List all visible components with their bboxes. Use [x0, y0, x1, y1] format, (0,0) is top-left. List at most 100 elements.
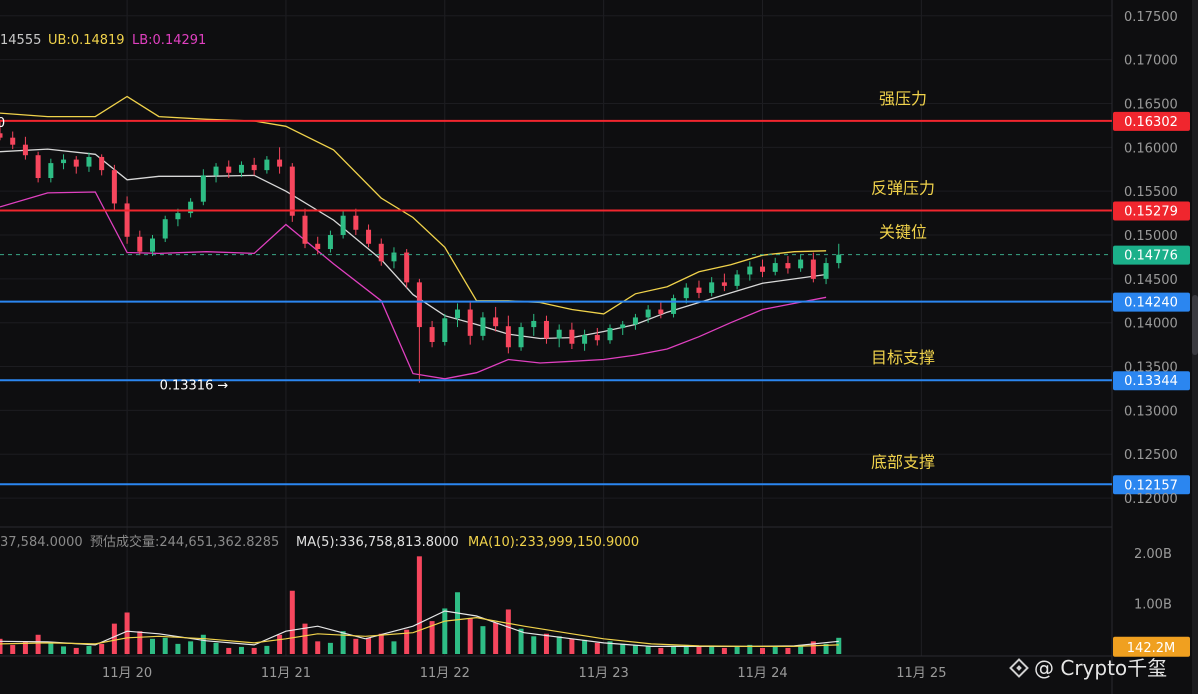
volume-bar-up	[734, 646, 740, 654]
candle-up	[798, 259, 804, 269]
price-tick-label: 0.13000	[1124, 404, 1178, 419]
time-tick-label: 11月 22	[420, 666, 470, 681]
scrollbar[interactable]	[1192, 0, 1198, 694]
candle-down	[760, 266, 766, 272]
volume-ma10-line	[0, 616, 839, 648]
estimated-volume-text: 预估成交量:244,651,362.8285	[90, 534, 279, 550]
volume-bar-up	[645, 646, 651, 654]
candle-down	[721, 282, 727, 286]
boll-lower-band	[0, 191, 827, 380]
resistance-badge	[1113, 201, 1190, 221]
price-tick-label: 0.16500	[1124, 97, 1178, 112]
candle-up	[683, 287, 689, 299]
volume-bar-up	[391, 641, 397, 654]
resistance-badge	[1113, 111, 1190, 131]
level-name-label: 反弹压力	[871, 179, 935, 198]
volume-bar-up	[683, 644, 689, 654]
candle-down	[137, 236, 143, 252]
ma5-text: MA(5):336,758,813.8000	[296, 535, 459, 550]
volume-bar-down	[124, 612, 130, 654]
volume-bar-up	[480, 626, 486, 654]
candle-down	[543, 320, 549, 339]
level-name-label: 强压力	[879, 89, 927, 108]
boll-ub-text: UB:0.14819	[48, 33, 125, 48]
volume-tick-label: 2.00B	[1134, 547, 1172, 562]
support-badge	[1113, 371, 1190, 391]
candle-down	[594, 334, 600, 341]
ma10-text: MA(10):233,999,150.9000	[468, 535, 639, 550]
low-price-marker: 0.13316	[160, 379, 214, 394]
volume-bar-down	[467, 618, 473, 654]
volume-bar-up	[836, 637, 842, 654]
candle-up	[442, 318, 448, 342]
volume-bar-down	[366, 637, 372, 654]
boll-mid-text: 14555	[0, 33, 41, 48]
volume-bar-down	[99, 643, 105, 654]
price-axis: 0.12000 0.12500 0.13000 0.13500 0.14000 0.145…	[102, 10, 1190, 681]
boll-upper-band	[0, 95, 827, 315]
boll-header: 14555 UB:0.14819 LB:0.14291	[0, 33, 206, 48]
candle-down	[404, 252, 410, 283]
volume-bar-down	[760, 647, 766, 654]
volume-bar-down	[810, 641, 816, 654]
volume-bar-down	[658, 647, 664, 654]
candle-down	[124, 203, 130, 237]
watermark-text: @ Crypto千玺	[1034, 656, 1167, 680]
support-badge-label: 0.14240	[1124, 296, 1178, 311]
volume-bar-up	[61, 646, 67, 654]
candle-down	[429, 327, 435, 342]
candle-up	[632, 317, 638, 325]
candle-up	[455, 309, 461, 319]
candle-up	[238, 164, 244, 173]
volume-bar-up	[86, 645, 92, 654]
volume-bar-down	[505, 609, 511, 654]
volume-bar-down	[416, 556, 422, 654]
candle-down	[111, 170, 117, 204]
time-tick-label: 11月 20	[102, 666, 152, 681]
volume-bar-up	[150, 638, 156, 654]
key-badge-label: 0.14776	[1124, 249, 1178, 264]
volume-bar-up	[582, 639, 588, 654]
volume-bar-up	[632, 644, 638, 654]
candle-down	[569, 329, 575, 344]
scroll-thumb[interactable]	[1192, 295, 1198, 355]
volume-bar-down	[378, 633, 384, 654]
support-badge	[1113, 475, 1190, 495]
volume-bar-up	[175, 643, 181, 654]
candle-up	[645, 309, 651, 318]
candle-up	[556, 329, 562, 339]
price-tick-label: 0.17500	[1124, 10, 1178, 25]
volume-bar-down	[137, 631, 143, 654]
volume-bar-down	[251, 647, 257, 654]
candle-up	[162, 219, 168, 239]
candle-down	[10, 137, 16, 145]
volume-bar-down	[353, 638, 359, 654]
candle-down	[22, 144, 28, 156]
time-tick-label: 11月 21	[261, 666, 311, 681]
candle-up	[327, 235, 333, 250]
candle-down	[289, 166, 295, 216]
candle-up	[264, 159, 270, 171]
candle-down	[0, 133, 3, 138]
volume-bar-up	[798, 644, 804, 654]
candle-down	[467, 309, 473, 336]
candle-up	[518, 327, 524, 348]
candle-up	[734, 274, 740, 286]
candle-down	[99, 156, 105, 171]
candle-up	[340, 215, 346, 236]
volume-bar-down	[10, 644, 16, 654]
volume-bar-up	[556, 636, 562, 654]
resistance-badge-label: 0.15279	[1124, 205, 1178, 220]
candle-up	[823, 263, 829, 279]
volume-bar-up	[340, 631, 346, 654]
volume-bar-up	[671, 646, 677, 654]
volume-bar-up	[188, 641, 194, 654]
volume-bar-up	[620, 643, 626, 654]
price-tick-label: 0.14500	[1124, 273, 1178, 288]
price-tick-label: 0.12500	[1124, 448, 1178, 463]
resistance-badge-label: 0.16302	[1124, 115, 1178, 130]
volume-bar-down	[302, 623, 308, 654]
volume-bar-up	[264, 645, 270, 654]
candle-up	[188, 201, 194, 214]
